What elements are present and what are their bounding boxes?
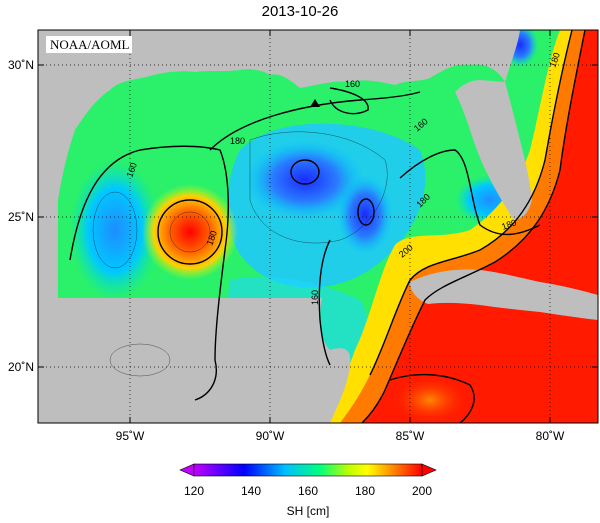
contour-160-north [329, 87, 369, 115]
contour-label-160-west: 160 [124, 161, 139, 179]
colorbar-tick-120: 120 [184, 484, 204, 498]
contour-label-180-north: 180 [230, 136, 245, 146]
source-label: NOAA/AOML [50, 37, 130, 52]
contour-180-east [399, 149, 541, 236]
lon-label-85: 85˚W [396, 429, 425, 443]
station-marker-icon [310, 99, 320, 107]
colorbar-tick-140: 140 [241, 484, 261, 498]
contour-180-north [209, 91, 421, 151]
colorbar-min-arrow [179, 463, 195, 477]
lon-label-80: 80˚W [536, 429, 565, 443]
graticule [38, 30, 598, 423]
colorbar-tick-200: 200 [412, 484, 432, 498]
contour-200-loop [361, 30, 586, 423]
contour-lines [69, 30, 586, 423]
cuba-land [410, 269, 598, 320]
contour-180-loop [369, 30, 573, 376]
tick-marks [38, 30, 598, 423]
contour-140-east [357, 198, 375, 226]
contour-label-180-eddy: 180 [204, 229, 219, 247]
colorbar-tick-180: 180 [355, 484, 375, 498]
map-field [38, 30, 598, 423]
contour-140-cold [290, 159, 320, 185]
map-frame [37, 29, 599, 424]
lon-label-90: 90˚W [256, 429, 285, 443]
contour-label-160-north: 160 [345, 79, 360, 89]
contour-160-central [318, 239, 331, 366]
contour-minor-eddy [169, 211, 211, 253]
caribbean-high-region [362, 30, 598, 423]
contour-160-west [69, 145, 229, 401]
colorbar-gradient [193, 463, 423, 477]
contour-minor-southwest [109, 343, 171, 377]
contour-label-160-central: 160 [310, 290, 320, 305]
florida-land [455, 80, 532, 220]
colorbar-label: SH [cm] [287, 504, 330, 518]
warm-eddy [142, 184, 238, 280]
lat-label-25: 25˚N [8, 210, 34, 224]
lon-label-95: 95˚W [116, 429, 145, 443]
colorbar-tick-160: 160 [298, 484, 318, 498]
contour-label-180-loop: 180 [547, 51, 562, 69]
contour-200-caribbean [389, 373, 475, 423]
cold-eddy-north [245, 140, 365, 220]
contour-180-eddy [157, 199, 223, 265]
colorbar-max-arrow [421, 463, 437, 477]
map-title: 2013-10-26 [261, 3, 339, 20]
western-low-region [70, 160, 160, 300]
lat-label-20: 20˚N [8, 360, 34, 374]
contour-minor-central [249, 131, 388, 244]
colorbar: 120 140 160 180 200 SH [cm] [179, 463, 437, 518]
contour-minor-west [92, 191, 138, 269]
minor-contours [92, 131, 388, 377]
lat-label-30: 30˚N [8, 58, 34, 72]
caribbean-warm-patch [390, 375, 470, 423]
cold-eddy-east [337, 175, 393, 255]
mexico-yucatan-land [38, 298, 351, 423]
contour-label-180-florida: 180 [500, 217, 518, 232]
source-label-box [46, 36, 132, 53]
